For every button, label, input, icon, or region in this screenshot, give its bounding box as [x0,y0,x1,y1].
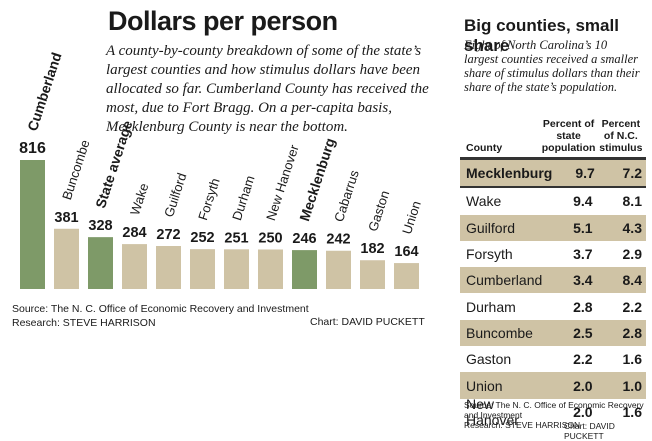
category-label-wake: Wake [127,181,151,217]
cell-county: Mecklenburg [466,165,553,182]
table-source-text: Source: The N. C. Office of Economic Rec… [464,400,644,420]
table-row: Buncombe 2.5 2.8 [460,319,646,347]
bar-buncombe [54,228,79,289]
value-label-forsyth: 252 [190,230,214,246]
value-label-cumberland: 816 [19,140,46,157]
source-text: Source: The N. C. Office of Economic Rec… [12,303,309,315]
table-row: Forsyth 3.7 2.9 [460,241,646,267]
category-label-durham: Durham [229,174,258,223]
table-row: Gaston 2.2 1.6 [460,346,646,372]
table-body: Mecklenburg 9.7 7.2 Wake 9.4 8.1 Guilford 5.1 4.… [460,159,646,428]
table-source: Source: The N. C. Office of Economic Rec… [464,400,652,430]
cell-county: Union [466,377,503,394]
cell-population: 2.0 [573,403,593,420]
cell-population: 2.8 [573,298,593,315]
category-label-state-average: State average [92,118,135,210]
bar-new-hanover [258,249,283,289]
category-label-new-hanover: New Hanover [263,142,302,222]
bar-gaston [360,260,385,289]
table-chart-credit: Chart: DAVID PUCKETT [564,421,615,441]
header-county: County [466,142,503,154]
category-label-buncombe: Buncombe [59,138,92,202]
bar-union [394,263,419,289]
category-label-forsyth: Forsyth [195,176,223,222]
table-row: Wake 9.4 8.1 [460,188,646,214]
table-subtitle: Eight of North Carolina’s 10 largest cou… [464,38,640,94]
bar-chart: 816 Cumberland 381 Buncombe 328 State average… [19,50,424,289]
value-label-union: 164 [394,244,418,260]
category-label-gaston: Gaston [365,189,392,234]
value-label-guilford: 272 [156,227,180,243]
value-label-gaston: 182 [360,241,384,257]
cell-stimulus: 8.1 [622,193,642,210]
cell-county: Forsyth [466,246,513,263]
cell-population: 9.7 [575,165,595,182]
table-row: Guilford 5.1 4.3 [460,214,646,241]
category-label-mecklenburg: Mecklenburg [296,136,338,223]
cell-stimulus: 2.9 [622,246,642,263]
cell-stimulus: 4.3 [622,219,642,236]
header-population: Percent of state population [541,118,596,154]
table-row: Mecklenburg 9.7 7.2 [460,159,646,189]
cell-stimulus: 1.6 [622,403,642,420]
category-label-cabarrus: Cabarrus [331,168,362,224]
cell-population: 2.2 [573,351,593,368]
cell-stimulus: 1.0 [622,377,642,394]
cell-county: Wake [466,193,502,210]
table-research-credit: Research: STEVE HARRISON [464,420,581,430]
cell-stimulus: 8.4 [622,272,642,289]
table-title: Big counties, small share [464,16,619,55]
cell-population: 5.1 [573,219,593,236]
table-row: Union 2.0 1.0 [460,372,646,399]
cell-county: Gaston [466,351,512,368]
bar-durham [224,249,249,289]
cell-stimulus: 2.2 [622,298,642,315]
research-credit: Research: STEVE HARRISON [12,317,156,329]
category-label-union: Union [399,199,424,236]
value-label-mecklenburg: 246 [292,231,316,247]
value-label-state-average: 328 [88,218,112,234]
table-row: New Hanover 2.0 1.6 [460,395,646,428]
table-row: Cumberland 3.4 8.4 [460,267,646,294]
value-label-durham: 251 [224,230,248,246]
cell-population: 9.4 [573,193,593,210]
category-label-guilford: Guilford [161,171,189,219]
table-header: County Percent of state population Perce… [460,116,646,159]
cell-population: 3.4 [573,272,593,289]
value-label-cabarrus: 242 [326,232,350,248]
chart-credit: Chart: DAVID PUCKETT [310,316,425,328]
table-row: Durham 2.8 2.2 [460,293,646,319]
cell-county: Durham [466,298,516,315]
bar-forsyth [190,249,215,289]
bar-state-average [88,237,113,289]
share-table: County Percent of state population Perce… [460,116,646,428]
chart-title: Dollars per person [108,6,338,36]
cell-stimulus: 1.6 [622,351,642,368]
cell-population: 3.7 [573,246,593,263]
cell-stimulus: 7.2 [622,165,642,182]
cell-county: Cumberland [466,272,543,289]
cell-county: New Hanover [466,395,519,428]
value-label-wake: 284 [122,225,146,241]
chart-subtitle: A county-by-county breakdown of some of … [106,43,429,135]
value-label-buncombe: 381 [54,210,78,226]
header-stimulus: Percent of N.C. stimulus [599,118,643,154]
cell-population: 2.0 [573,377,593,394]
bar-mecklenburg [292,250,317,289]
cell-county: Buncombe [466,324,533,341]
bar-guilford [156,246,181,289]
cell-stimulus: 2.8 [622,324,642,341]
value-label-new-hanover: 250 [258,230,282,246]
category-label-cumberland: Cumberland [24,50,64,133]
bar-cumberland [20,160,45,289]
cell-county: Guilford [466,219,516,236]
cell-population: 2.5 [573,324,593,341]
source-note: Source: The N. C. Office of Economic Rec… [12,302,309,330]
bar-cabarrus [326,250,351,289]
bar-wake [122,244,147,289]
